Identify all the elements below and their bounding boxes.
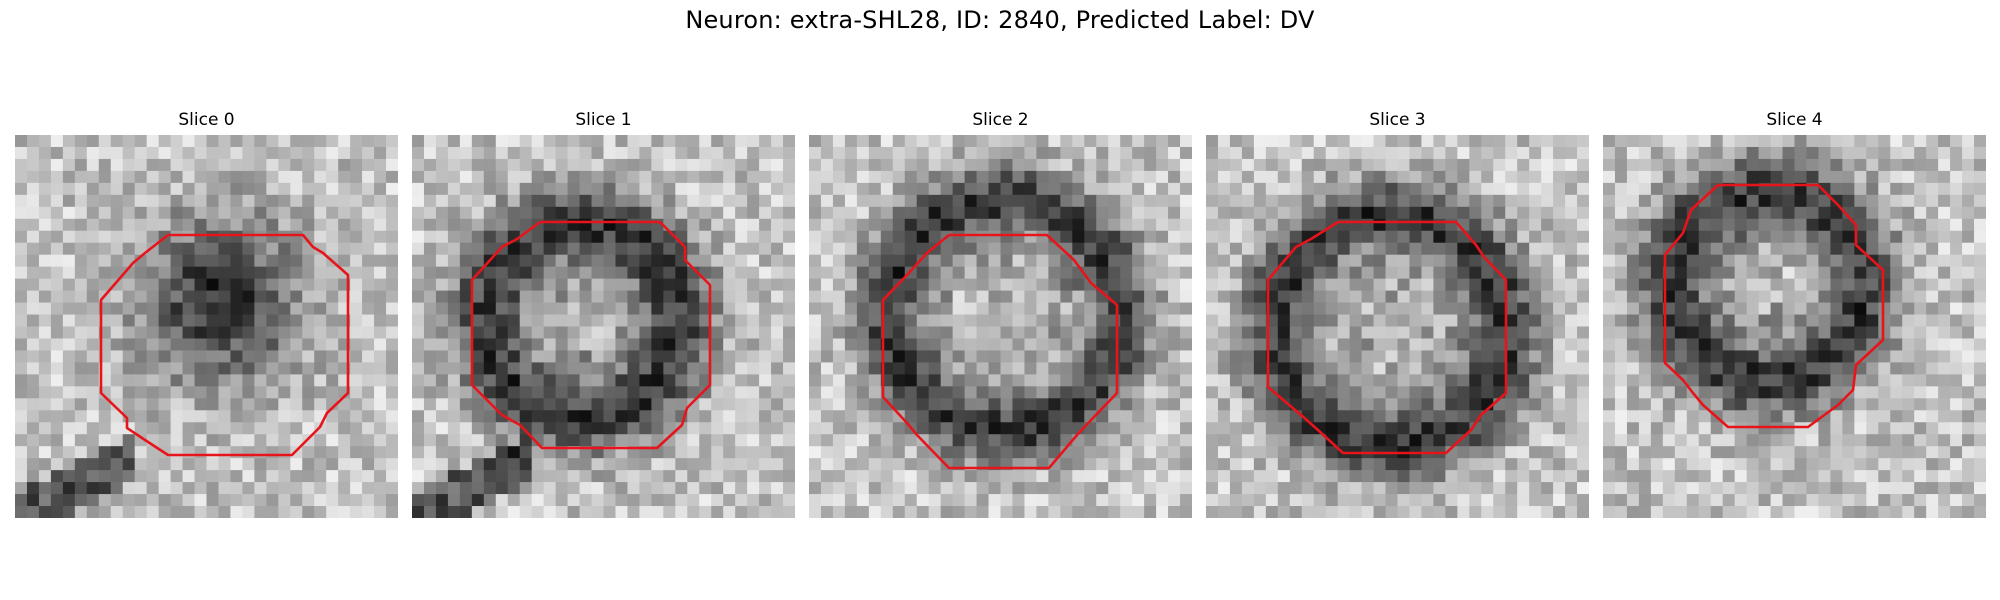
slice-panel-3: Slice 3 bbox=[1206, 108, 1589, 132]
pixel-grid bbox=[412, 135, 795, 518]
pixel-grid bbox=[1206, 135, 1589, 518]
pixel-grid bbox=[809, 135, 1192, 518]
pixel-grid bbox=[15, 135, 398, 518]
slice-image bbox=[1206, 135, 1589, 518]
pixel-grid bbox=[1603, 135, 1986, 518]
figure-title: Neuron: extra-SHL28, ID: 2840, Predicted… bbox=[0, 6, 2000, 34]
slice-image bbox=[412, 135, 795, 518]
slice-title: Slice 0 bbox=[15, 108, 398, 132]
slice-panel-0: Slice 0 bbox=[15, 108, 398, 132]
slice-title: Slice 3 bbox=[1206, 108, 1589, 132]
slice-title: Slice 2 bbox=[809, 108, 1192, 132]
slice-image bbox=[15, 135, 398, 518]
slice-panel-2: Slice 2 bbox=[809, 108, 1192, 132]
slice-panel-4: Slice 4 bbox=[1603, 108, 1986, 132]
slice-title: Slice 4 bbox=[1603, 108, 1986, 132]
slice-title: Slice 1 bbox=[412, 108, 795, 132]
slice-image bbox=[809, 135, 1192, 518]
slice-panel-1: Slice 1 bbox=[412, 108, 795, 132]
slice-image bbox=[1603, 135, 1986, 518]
